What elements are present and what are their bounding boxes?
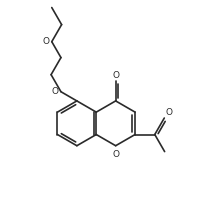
Text: O: O: [165, 108, 171, 117]
Text: O: O: [51, 87, 58, 96]
Text: O: O: [112, 150, 119, 159]
Text: O: O: [112, 71, 119, 80]
Text: O: O: [42, 37, 49, 46]
